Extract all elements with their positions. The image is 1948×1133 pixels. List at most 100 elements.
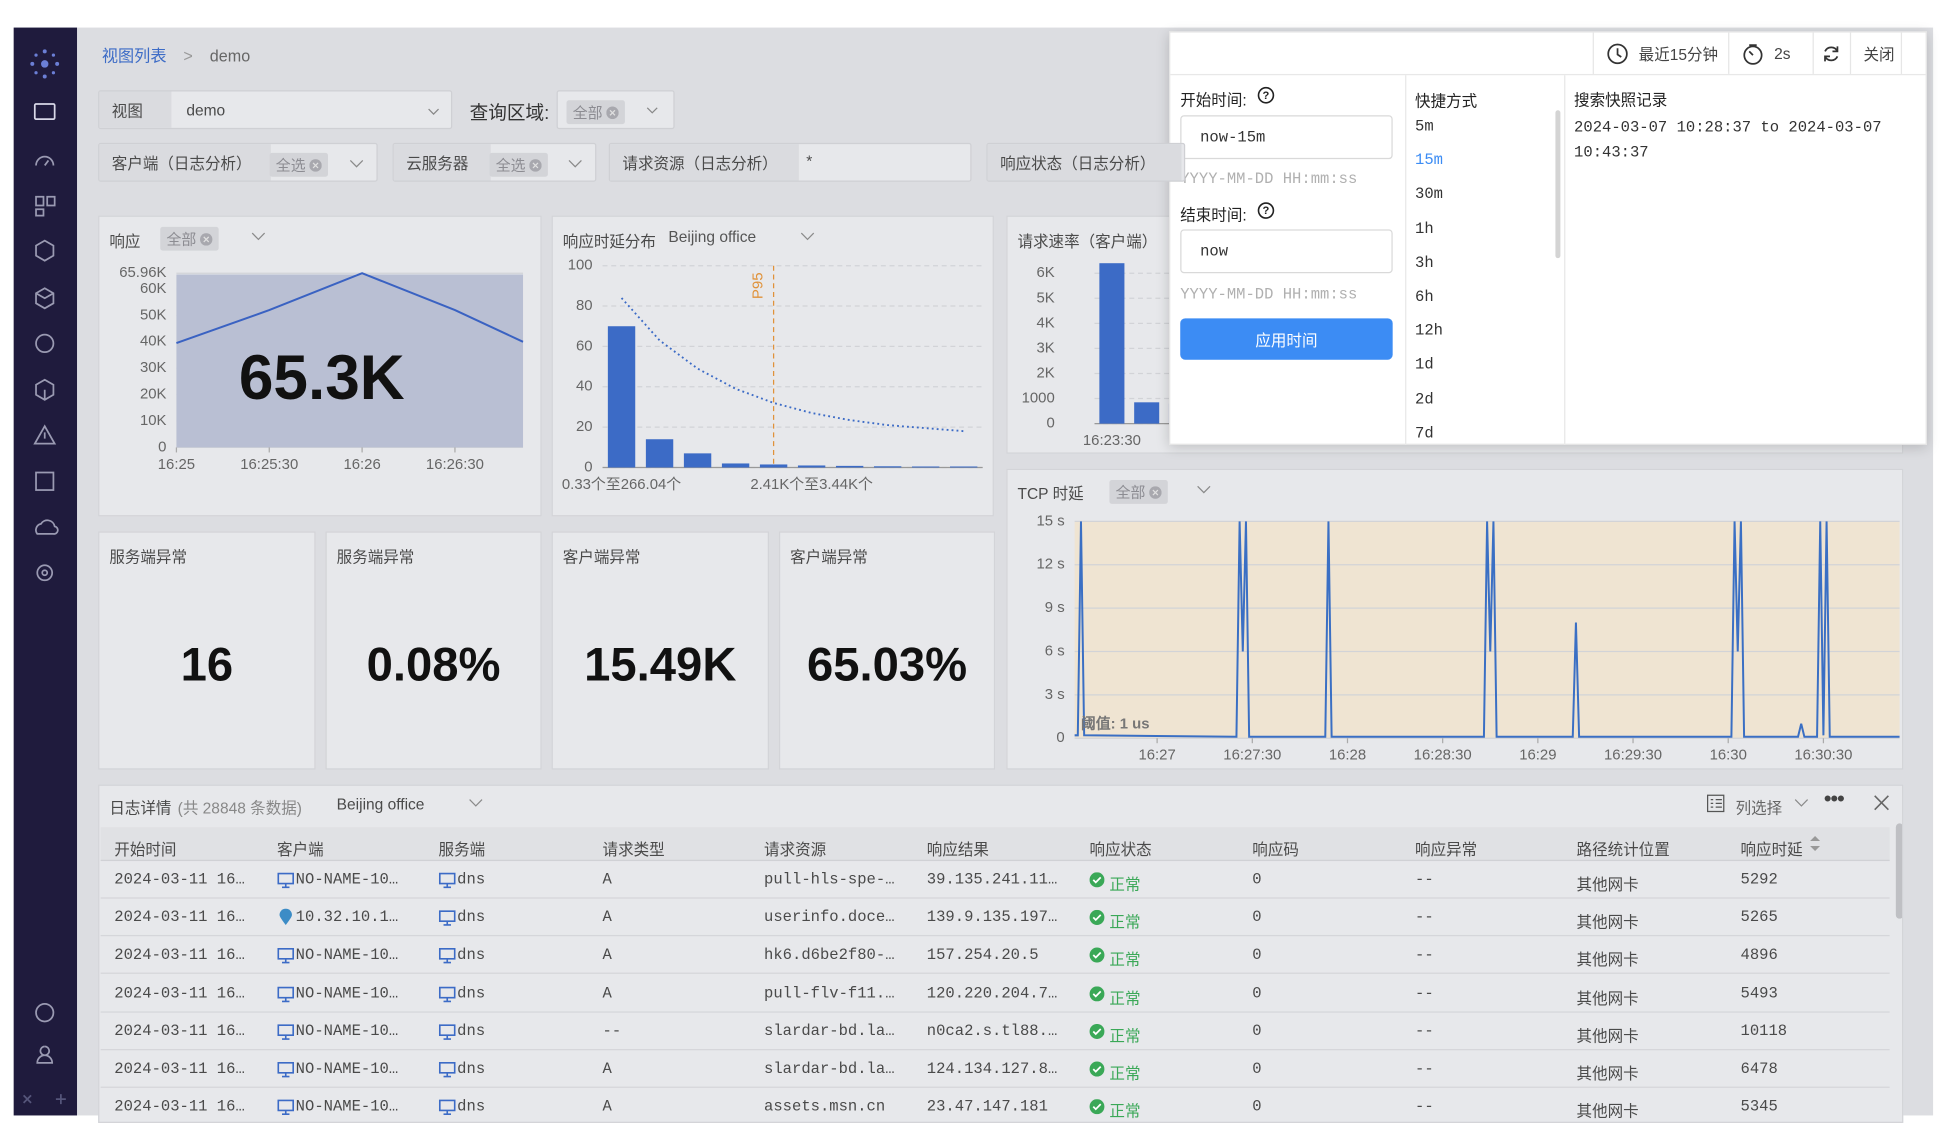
chip-clear[interactable] [606, 105, 619, 119]
column-header[interactable]: 开始时间 [114, 840, 177, 859]
refresh-button[interactable] [1812, 32, 1850, 74]
host-icon-path [438, 948, 456, 964]
nav-icon[interactable] [35, 333, 55, 354]
table-cell: 2024-03-11 16… [114, 1022, 245, 1041]
table-cell: -- [1415, 1022, 1434, 1041]
x-tick-label: 16:25:30 [240, 456, 298, 473]
column-picker[interactable]: 列选择 [1735, 799, 1783, 818]
table-row [100, 899, 1890, 937]
nav-icon[interactable] [35, 287, 55, 310]
refresh-icon [1824, 45, 1839, 61]
filter-tag[interactable]: 响应状态（日志分析） [986, 142, 1186, 182]
log-filter[interactable]: Beijing office [336, 795, 425, 814]
column-header[interactable]: 响应码 [1252, 840, 1299, 859]
help-icon[interactable]: ? [1257, 202, 1275, 220]
panel-filter[interactable]: Beijing office [668, 228, 757, 246]
y-tick-label: 40 [576, 378, 593, 395]
host-icon-path [277, 872, 295, 889]
column-header[interactable]: 响应异常 [1415, 840, 1478, 859]
column-header[interactable]: 请求资源 [764, 840, 827, 859]
host-icon [277, 872, 295, 889]
chevron [800, 232, 815, 241]
filter-tag[interactable]: 云服务器 全选 [392, 142, 597, 182]
close-icon[interactable] [1873, 795, 1889, 811]
table-cell: 139.9.135.197… [926, 908, 1058, 927]
chevron [568, 159, 582, 168]
nav-icon[interactable] [35, 195, 56, 217]
column-header[interactable]: 响应结果 [926, 840, 989, 859]
column-header[interactable]: 客户端 [277, 840, 324, 859]
filter-tag-value: * [806, 152, 813, 171]
quick-option[interactable]: 12h [1415, 322, 1444, 340]
column-header[interactable]: 响应时延 [1740, 840, 1803, 859]
table-cell: NO-NAME-10… [295, 1022, 399, 1041]
nav-icon[interactable] [35, 471, 55, 491]
region-select[interactable]: 全部 [556, 90, 675, 130]
chip-clear[interactable] [1149, 485, 1162, 499]
filter-tag[interactable]: 请求资源（日志分析） * [608, 142, 972, 182]
table-cell: pull-hls-spe-… [764, 871, 895, 889]
filter-tag[interactable]: 客户端（日志分析） 全选 [98, 142, 378, 182]
quick-option[interactable]: 2d [1415, 390, 1434, 409]
x-tick-label: 16:27:30 [1223, 747, 1281, 764]
y-tick-label: 80 [576, 297, 593, 314]
table-cell: NO-NAME-10… [295, 871, 399, 889]
start-input[interactable]: now-15m [1180, 115, 1393, 160]
apply-button[interactable]: 应用时间 [1180, 318, 1393, 360]
close-button[interactable]: 关闭 [1849, 32, 1903, 74]
line [1074, 521, 1900, 738]
chip-clear[interactable] [200, 232, 213, 246]
chip-clear-x [312, 161, 319, 168]
panel-title: 请求速率（客户端） [1017, 233, 1158, 251]
breadcrumb-link[interactable]: 视图列表 [101, 46, 167, 66]
history-item[interactable]: 2024-03-07 10:28:37 to 2024-03-07 10:43:… [1574, 119, 1882, 162]
quick-option[interactable]: 1h [1415, 220, 1434, 238]
nav-icon[interactable] [35, 155, 55, 166]
chip-clear[interactable] [309, 158, 322, 172]
area [176, 274, 524, 448]
table-cell: dns [457, 908, 486, 927]
table-cell: 4896 [1740, 946, 1778, 965]
table-cell: 正常 [1109, 989, 1141, 1008]
nav-icon[interactable] [35, 378, 55, 401]
quick-option[interactable]: 15m [1415, 151, 1444, 170]
nav-icon[interactable] [35, 519, 59, 535]
latency-panel: 响应时延分布 Beijing office 0 20 40 60 80 100 0.33个至26… [551, 215, 994, 517]
column-header[interactable]: 响应状态 [1089, 840, 1152, 859]
quick-option[interactable]: 5m [1415, 117, 1434, 136]
stat-value: 65.03% [806, 639, 968, 692]
chevron [1794, 799, 1809, 807]
status-check [1092, 952, 1102, 960]
column-header[interactable]: 服务端 [438, 840, 486, 859]
column-header[interactable]: 路径统计位置 [1576, 840, 1670, 859]
more-button[interactable]: ••• [1823, 785, 1845, 811]
quick-option[interactable]: 30m [1415, 185, 1444, 204]
help-icon[interactable]: ? [1257, 86, 1275, 104]
chevron [428, 108, 439, 115]
end-input[interactable]: now [1180, 229, 1393, 274]
recent-button[interactable]: 最近15分钟 [1592, 32, 1728, 74]
table-cell: dns [457, 1060, 486, 1078]
nav-icon[interactable] [36, 564, 54, 582]
table-cell: 其他网卡 [1576, 951, 1639, 970]
y-tick-label: 30K [140, 359, 167, 376]
quick-option[interactable]: 6h [1415, 288, 1434, 306]
view-select[interactable]: 视图 demo [98, 90, 453, 130]
quick-option[interactable]: 1d [1415, 356, 1434, 374]
table-cell: 2024-03-11 16… [114, 1060, 245, 1078]
user-icon[interactable] [36, 1045, 54, 1064]
help-icon[interactable] [35, 1003, 55, 1023]
log-count: (共 28848 条数据) [177, 799, 302, 818]
column-icon[interactable] [1706, 793, 1726, 813]
status-dot [1089, 947, 1105, 964]
nav-icon[interactable] [33, 103, 56, 120]
refresh-interval[interactable]: 2s [1728, 32, 1811, 74]
table-cell: 124.134.127.8… [926, 1060, 1058, 1078]
column-header[interactable]: 请求类型 [602, 840, 665, 859]
chip-clear[interactable] [529, 158, 542, 172]
nav-icon[interactable] [33, 424, 57, 445]
nav-icon[interactable] [35, 239, 55, 262]
sort-icon[interactable] [1809, 835, 1821, 853]
quick-option[interactable]: 3h [1415, 254, 1434, 272]
quick-option[interactable]: 7d [1415, 424, 1434, 443]
